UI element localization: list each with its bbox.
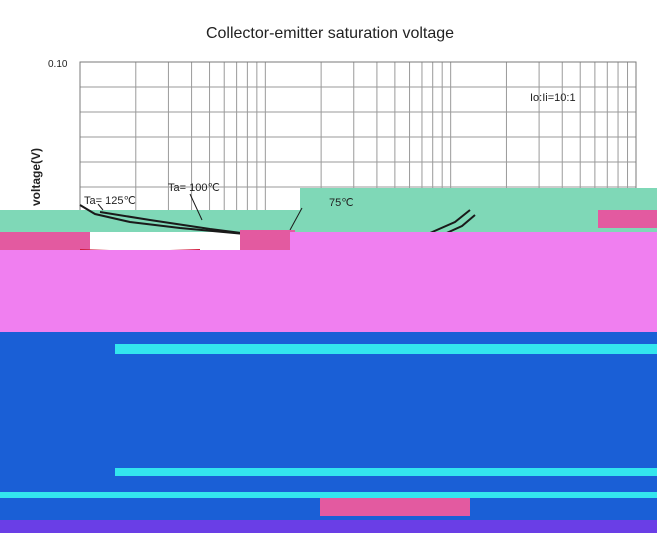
y-axis-label: voltage(V) (29, 148, 43, 206)
curve-label-75: 75℃ (329, 197, 354, 209)
band-magenta (0, 250, 657, 332)
chart-grid (79, 62, 636, 212)
leader-125 (97, 203, 104, 211)
curve-label-100: Ta= 100℃ (168, 182, 220, 194)
band-green-top (300, 188, 657, 212)
leader-75 (289, 207, 303, 231)
y-tick-label: 0.10 (48, 59, 68, 70)
leader-100 (189, 193, 203, 221)
band-pink-right (598, 210, 657, 228)
band-purple (0, 520, 657, 533)
band-blue (0, 332, 657, 522)
band-pink-strip (320, 498, 470, 516)
ratio-note: Io:Ii=10:1 (530, 92, 576, 104)
curve-right-1 (429, 209, 471, 234)
band-magenta-notch (290, 232, 657, 250)
chart-title: Collector-emitter saturation voltage (206, 25, 454, 42)
band-green (0, 210, 657, 232)
band-pink-mid (240, 230, 295, 250)
band-cyan-3 (0, 492, 657, 498)
curve-ta-100 (99, 211, 266, 237)
band-pink (0, 232, 90, 250)
band-cyan-2 (115, 468, 657, 476)
band-cyan-1 (115, 344, 657, 354)
curve-label-125: Ta= 125℃ (84, 195, 136, 207)
curve-ta-125 (79, 204, 246, 235)
